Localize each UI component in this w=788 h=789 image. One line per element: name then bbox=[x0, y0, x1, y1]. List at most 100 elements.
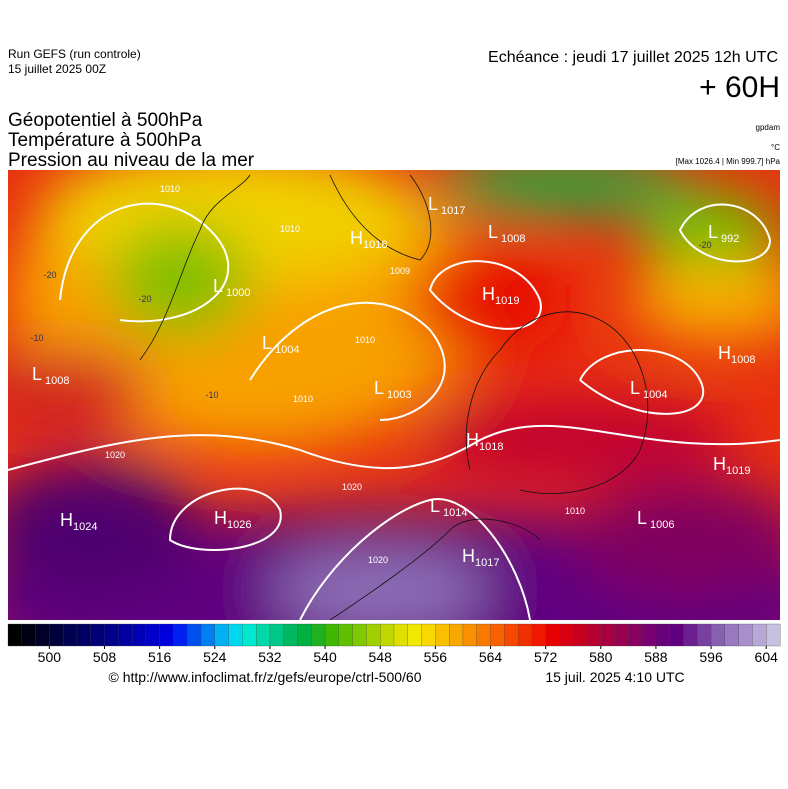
colorbar-swatch bbox=[297, 623, 312, 647]
colorbar-swatch bbox=[504, 623, 519, 647]
unit-label: [Max 1026.4 | Min 999.7] hPa bbox=[676, 157, 781, 166]
center-pressure: 1017 bbox=[475, 557, 499, 569]
center-kind: L bbox=[428, 194, 438, 214]
center-pressure: 1008 bbox=[45, 375, 69, 387]
colorbar-swatch bbox=[710, 623, 726, 647]
colorbar-swatch bbox=[573, 623, 588, 647]
center-pressure: 1014 bbox=[443, 507, 467, 519]
isoline-label: -20 bbox=[43, 270, 56, 280]
colorbar-tick-label: 580 bbox=[589, 649, 613, 665]
center-kind: L bbox=[262, 333, 272, 353]
colorbar-swatch bbox=[766, 623, 781, 647]
center-kind: H bbox=[462, 546, 475, 566]
colorbar-swatch bbox=[586, 623, 602, 647]
center-pressure: 1019 bbox=[495, 295, 519, 307]
colorbar-swatch bbox=[324, 623, 340, 647]
colorbar-swatch bbox=[366, 623, 381, 647]
colorbar-swatch bbox=[311, 623, 326, 647]
center-pressure: 1019 bbox=[726, 465, 750, 477]
center-kind: L bbox=[708, 222, 718, 242]
colorbar-tick-label: 516 bbox=[148, 649, 172, 665]
colorbar-tick-label: 556 bbox=[424, 649, 448, 665]
center-kind: L bbox=[374, 378, 384, 398]
colorbar-swatch bbox=[49, 623, 64, 647]
unit-label: °C bbox=[771, 143, 780, 152]
center-kind: L bbox=[32, 364, 42, 384]
run-label: Run GEFS (run controle) bbox=[8, 47, 141, 61]
center-pressure: 1003 bbox=[387, 389, 411, 401]
center-pressure: 1004 bbox=[643, 389, 667, 401]
isoline-label: 1010 bbox=[280, 224, 300, 234]
colorbar-swatch bbox=[559, 623, 574, 647]
colorbar-swatch bbox=[200, 623, 216, 647]
colorbar-swatch bbox=[448, 623, 464, 647]
colorbar-swatch bbox=[697, 623, 712, 647]
timestamp: 15 juil. 2025 4:10 UTC bbox=[545, 669, 684, 685]
colorbar-swatch bbox=[531, 623, 547, 647]
colorbar-tick-label: 564 bbox=[479, 649, 503, 665]
colorbar-swatch bbox=[7, 623, 23, 647]
isoline-label: 1010 bbox=[293, 394, 313, 404]
colorbar: 500 508 516 524 532 540 548 556 564 572 580 588 596 6… bbox=[7, 623, 781, 665]
colorbar-swatch bbox=[283, 623, 298, 647]
center-pressure: 1004 bbox=[275, 344, 299, 356]
colorbar-swatch bbox=[517, 623, 533, 647]
center-kind: H bbox=[718, 343, 731, 363]
center-pressure: 1000 bbox=[226, 287, 250, 299]
colorbar-tick-label: 540 bbox=[313, 649, 337, 665]
field-title: Pression au niveau de la mer bbox=[8, 150, 255, 171]
colorbar-tick-label: 548 bbox=[369, 649, 393, 665]
colorbar-swatch bbox=[62, 623, 78, 647]
colorbar-swatch bbox=[104, 623, 119, 647]
isoline-label: 1009 bbox=[390, 266, 410, 276]
colorbar-swatch bbox=[724, 623, 740, 647]
run-date: 15 juillet 2025 00Z bbox=[8, 62, 106, 76]
colorbar-swatch bbox=[655, 623, 671, 647]
colorbar-swatch bbox=[255, 623, 271, 647]
isoline-label: 1010 bbox=[160, 184, 180, 194]
colorbar-swatch bbox=[545, 623, 560, 647]
isoline-label: 1020 bbox=[105, 450, 125, 460]
colorbar-tick-label: 508 bbox=[93, 649, 117, 665]
source: © http://www.infoclimat.fr/z/gefs/europe… bbox=[108, 669, 421, 685]
colorbar-swatch bbox=[76, 623, 92, 647]
colorbar-swatch bbox=[21, 623, 37, 647]
center-kind: L bbox=[430, 496, 440, 516]
colorbar-swatch bbox=[421, 623, 436, 647]
colorbar-swatch bbox=[476, 623, 491, 647]
colorbar-swatch bbox=[669, 623, 684, 647]
isoline-label: -10 bbox=[30, 333, 43, 343]
center-pressure: 1008 bbox=[501, 233, 525, 245]
center-kind: H bbox=[214, 508, 227, 528]
colorbar-tick-label: 532 bbox=[258, 649, 282, 665]
colorbar-tick-label: 588 bbox=[644, 649, 668, 665]
center-pressure: 992 bbox=[721, 233, 739, 245]
center-kind: H bbox=[350, 228, 363, 248]
colorbar-swatch bbox=[393, 623, 409, 647]
center-pressure: 1018 bbox=[363, 239, 387, 251]
isoline-label: -20 bbox=[698, 240, 711, 250]
center-kind: L bbox=[213, 276, 223, 296]
field-title: Température à 500hPa bbox=[8, 130, 202, 151]
colorbar-swatch bbox=[628, 623, 643, 647]
colorbar-swatch bbox=[159, 623, 174, 647]
center-kind: L bbox=[630, 378, 640, 398]
field-title: Géopotentiel à 500hPa bbox=[8, 110, 203, 131]
center-kind: H bbox=[713, 454, 726, 474]
center-kind: L bbox=[488, 222, 498, 242]
colorbar-tick-label: 604 bbox=[755, 649, 779, 665]
colorbar-swatch bbox=[380, 623, 395, 647]
center-pressure: 1008 bbox=[731, 354, 755, 366]
colorbar-swatch bbox=[214, 623, 230, 647]
colorbar-swatch bbox=[490, 623, 505, 647]
colorbar-swatch bbox=[352, 623, 367, 647]
colorbar-swatch bbox=[187, 623, 202, 647]
coastlines bbox=[139, 174, 649, 620]
colorbar-swatch bbox=[242, 623, 257, 647]
colorbar-tick-label: 572 bbox=[534, 649, 558, 665]
colorbar-swatch bbox=[228, 623, 243, 647]
colorbar-swatch bbox=[131, 623, 147, 647]
